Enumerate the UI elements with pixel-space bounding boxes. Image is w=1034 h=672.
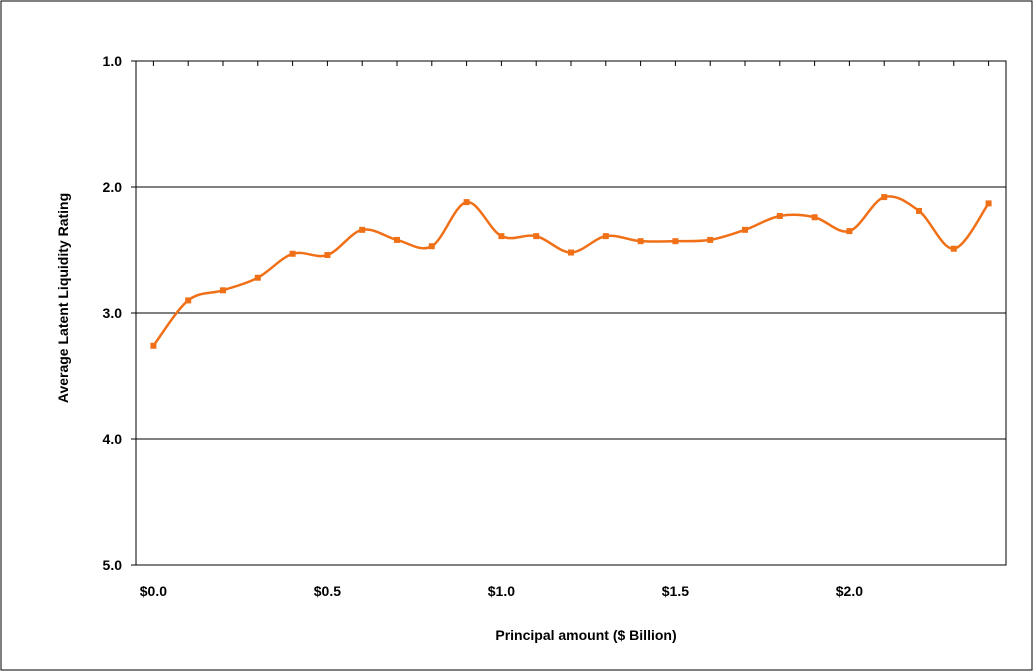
data-point <box>324 252 331 259</box>
x-tick-label: $0.5 <box>314 583 341 599</box>
y-tick-label: 2.0 <box>103 179 123 195</box>
y-axis-tick-labels: 1.0 2.0 3.0 4.0 5.0 <box>103 53 123 573</box>
data-point <box>150 342 157 349</box>
y-tick-label: 4.0 <box>103 431 123 447</box>
x-tick-label: $2.0 <box>836 583 863 599</box>
x-axis-tick-labels: $0.0 $0.5 $1.0 $1.5 $2.0 <box>140 583 863 599</box>
axis-ticks <box>131 60 990 566</box>
data-point <box>463 199 470 206</box>
x-tick-label: $1.0 <box>488 583 515 599</box>
data-point <box>428 243 435 250</box>
data-point <box>637 238 644 245</box>
data-point <box>707 236 714 243</box>
data-point <box>254 274 261 281</box>
data-point <box>776 212 783 219</box>
data-point <box>359 226 366 233</box>
data-point <box>533 233 540 240</box>
data-point <box>881 194 888 201</box>
x-tick-label: $0.0 <box>140 583 167 599</box>
x-tick-label: $1.5 <box>662 583 689 599</box>
data-point <box>289 250 296 257</box>
series-layer <box>150 194 992 349</box>
x-axis-title: Principal amount ($ Billion) <box>495 627 676 643</box>
data-point <box>985 200 992 207</box>
data-point <box>811 214 818 221</box>
data-point <box>394 236 400 243</box>
data-point <box>498 233 505 240</box>
data-point <box>742 226 748 233</box>
y-tick-label: 5.0 <box>103 557 123 573</box>
data-point <box>602 233 609 240</box>
y-tick-label: 1.0 <box>103 53 123 69</box>
data-point <box>846 228 853 235</box>
data-point <box>568 249 574 256</box>
y-axis-title: Average Latent Liquidity Rating <box>55 193 71 403</box>
data-point <box>950 245 957 252</box>
data-point <box>916 207 922 214</box>
y-tick-label: 3.0 <box>103 305 123 321</box>
data-point <box>672 238 679 245</box>
data-point <box>185 297 192 304</box>
data-point <box>220 287 226 294</box>
